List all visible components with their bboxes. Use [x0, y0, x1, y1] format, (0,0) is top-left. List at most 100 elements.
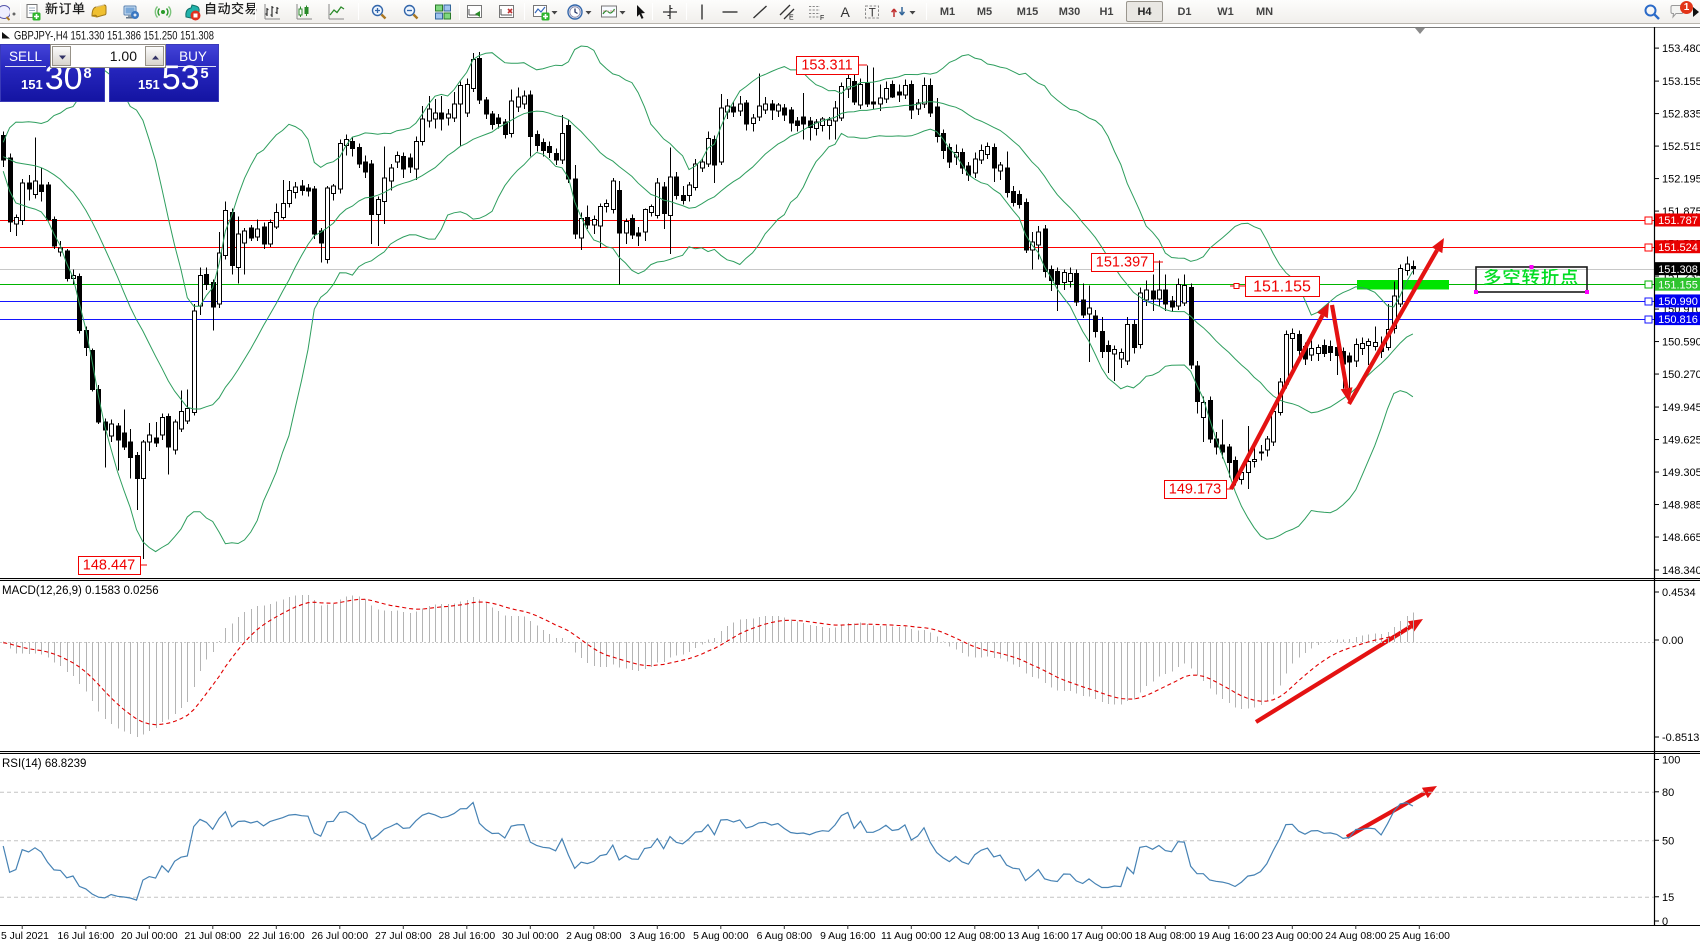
time-label: 3 Aug 16:00	[630, 931, 686, 942]
panel-separator[interactable]	[0, 578, 1700, 581]
profiles-icon	[498, 3, 516, 21]
trend-arrow-1[interactable]	[1329, 304, 1349, 389]
chart-line-button[interactable]	[328, 1, 346, 22]
cursor-icon	[632, 3, 650, 21]
timeframe-m15[interactable]: M15	[1016, 5, 1039, 18]
templates-button[interactable]	[600, 1, 618, 22]
toolbar-edge-button[interactable]	[0, 1, 11, 22]
market-watch-button[interactable]	[90, 1, 108, 22]
timeframe-mn[interactable]: MN	[1255, 5, 1274, 18]
trendline-button[interactable]	[751, 1, 769, 22]
candle-132	[839, 86, 844, 119]
periods-button[interactable]	[566, 1, 584, 22]
navigator-button[interactable]	[154, 1, 172, 22]
candle-153	[973, 158, 978, 174]
panel-collapse-button[interactable]	[1692, 1, 1700, 22]
candle-26	[166, 416, 171, 448]
candle-214	[1360, 343, 1365, 350]
data-window-button[interactable]	[122, 1, 140, 22]
candle-88	[560, 132, 565, 161]
one-click-trading-panel: SELL 151308 BUY 151535 1.00	[0, 44, 219, 102]
candle-101	[643, 209, 648, 233]
channel-button[interactable]: E	[778, 1, 796, 22]
text-label-button[interactable]: T	[863, 1, 881, 22]
candle-89	[566, 124, 571, 180]
candle-120	[763, 103, 768, 111]
cursor-button[interactable]	[632, 1, 650, 22]
volume-decrease-button[interactable]	[52, 46, 71, 66]
time-label: 2 Aug 08:00	[566, 931, 622, 942]
crosshair-button[interactable]	[661, 1, 679, 22]
buy-button[interactable]: BUY	[179, 49, 207, 64]
vline-button[interactable]	[693, 1, 711, 22]
price-tick-label: 148.665	[1662, 532, 1700, 544]
price-tick-label: 152.515	[1662, 141, 1700, 153]
toolbar-separator	[255, 3, 256, 20]
search-button[interactable]	[1643, 1, 1661, 22]
new-order-button[interactable]	[24, 1, 86, 22]
line-handle[interactable]	[1644, 315, 1653, 324]
dropdown-caret[interactable]	[584, 1, 594, 22]
candle-97	[617, 189, 622, 234]
line-handle[interactable]	[1644, 280, 1653, 289]
panel-separator[interactable]	[0, 751, 1700, 754]
candle-7	[46, 184, 51, 221]
line-handle[interactable]	[1644, 216, 1653, 225]
chart-shift-marker[interactable]	[1415, 28, 1425, 34]
indicators-button[interactable]	[532, 1, 550, 22]
candle-208	[1322, 345, 1327, 355]
candle-187	[1189, 287, 1194, 366]
candle-78	[496, 117, 501, 124]
text-button[interactable]: A	[836, 1, 854, 22]
price-label-anchor	[1233, 283, 1240, 289]
price-label-box-151.155[interactable]	[1245, 276, 1320, 297]
candle-206	[1309, 348, 1314, 356]
volume-box[interactable]: 1.00	[50, 44, 166, 68]
line-handle[interactable]	[1644, 297, 1653, 306]
sell-button[interactable]: SELL	[8, 49, 43, 64]
toolbar-mini-caret[interactable]	[11, 1, 17, 22]
tile-windows-button[interactable]	[434, 1, 452, 22]
candle-174	[1106, 345, 1111, 353]
chart-svg[interactable]: 153.311 151.397 151.155 149.173 148.447 GBPJP…	[0, 27, 1700, 943]
timeframe-h1[interactable]: H1	[1099, 5, 1114, 18]
profiles-button[interactable]	[498, 1, 516, 22]
dropdown-caret[interactable]	[908, 1, 918, 22]
timeframe-d1[interactable]: D1	[1177, 5, 1192, 18]
new-chart-icon	[466, 3, 484, 21]
volume-increase-button[interactable]	[145, 46, 164, 66]
timeframe-h4[interactable]: H4	[1126, 1, 1163, 22]
chart-bars-button[interactable]	[264, 1, 282, 22]
candle-176	[1119, 352, 1124, 360]
quote-collapse-icon[interactable]	[2, 32, 10, 39]
timeframe-m1[interactable]: M1	[939, 5, 956, 18]
new-chart-button[interactable]	[466, 1, 484, 22]
autotrading-button[interactable]	[183, 1, 258, 22]
timeframe-w1[interactable]: W1	[1217, 5, 1234, 18]
timeframe-m5[interactable]: M5	[976, 5, 993, 18]
arrows-button[interactable]	[890, 1, 908, 22]
rsi-axis-label: 50	[1662, 835, 1674, 847]
candle-96	[611, 180, 616, 211]
chat-button[interactable]: 1	[1668, 1, 1693, 22]
text-icon: A	[836, 3, 854, 21]
trend-arrow-2[interactable]	[1347, 249, 1439, 406]
dropdown-caret[interactable]	[550, 1, 560, 22]
volume-input[interactable]: 1.00	[109, 48, 137, 64]
toolbar-separator	[20, 3, 21, 20]
candle-29	[185, 408, 190, 422]
zoom-in-button[interactable]	[370, 1, 388, 22]
chart-candles-button[interactable]	[296, 1, 314, 22]
candle-122	[776, 104, 781, 112]
price-tick-label: 153.480	[1662, 43, 1700, 55]
trend-arrow-0[interactable]	[1229, 314, 1325, 490]
dropdown-caret[interactable]	[618, 1, 628, 22]
fibonacci-button[interactable]: F	[807, 1, 825, 22]
hline-button[interactable]	[721, 1, 739, 22]
rsi-label: RSI(14) 68.8239	[2, 758, 86, 770]
price-badge-151.155	[1655, 277, 1700, 291]
line-handle[interactable]	[1644, 243, 1653, 252]
timeframe-m30[interactable]: M30	[1058, 5, 1081, 18]
candle-156	[992, 147, 997, 169]
zoom-out-button[interactable]	[402, 1, 420, 22]
